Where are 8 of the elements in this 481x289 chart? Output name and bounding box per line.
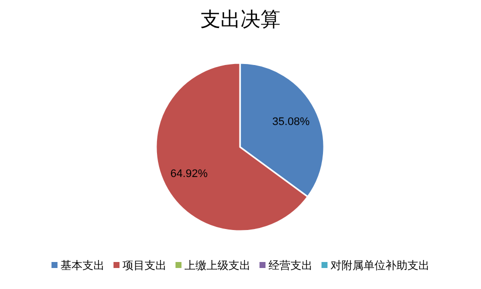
- legend-label: 上缴上级支出: [184, 259, 250, 272]
- legend-label: 基本支出: [60, 259, 104, 272]
- legend-label: 对附属单位补助支出: [330, 259, 430, 272]
- data-label: 64.92%: [170, 168, 208, 180]
- legend-label: 项目支出: [122, 259, 166, 272]
- data-label: 35.08%: [272, 116, 310, 128]
- chart-title: 支出决算: [200, 9, 280, 31]
- legend-label: 经营支出: [268, 259, 312, 272]
